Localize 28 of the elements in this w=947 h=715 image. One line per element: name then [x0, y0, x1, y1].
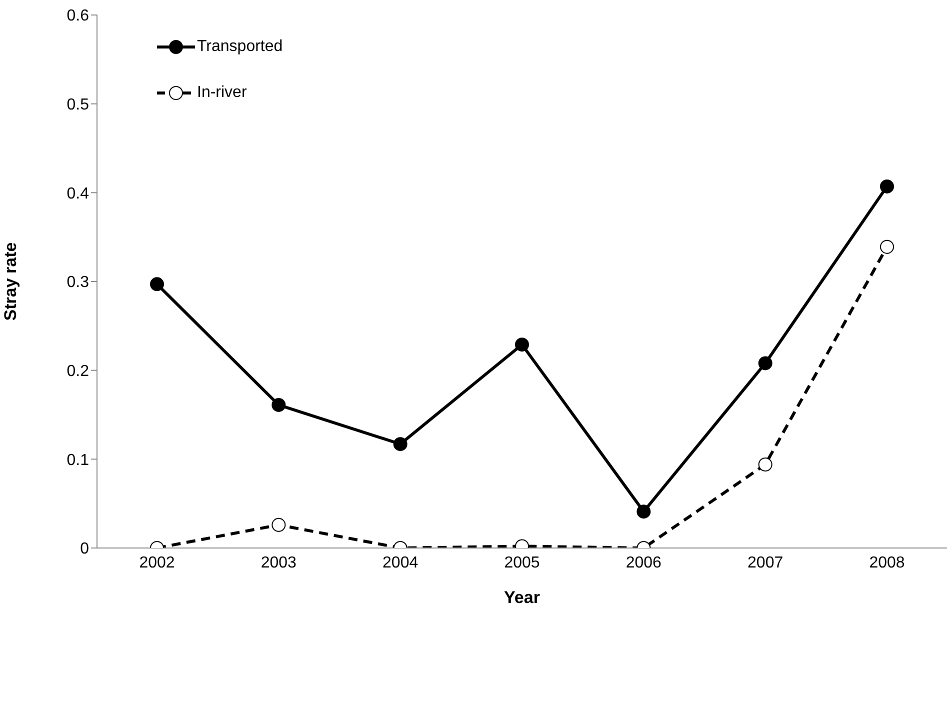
point	[272, 518, 286, 532]
x-tick-label: 2002	[139, 554, 175, 572]
point	[758, 457, 772, 472]
x-tick-label: 2003	[260, 554, 297, 572]
point	[272, 398, 286, 412]
point	[393, 437, 408, 452]
y-tick-label: 0.3	[66, 274, 90, 292]
y-tick-label: 0.5	[66, 96, 90, 114]
point	[758, 356, 772, 370]
legend-label: Transported	[197, 38, 283, 56]
y-tick-label: 0.1	[66, 452, 90, 469]
point	[636, 504, 651, 519]
x-tick-label: 2005	[504, 554, 540, 572]
y-tick-label: 0.2	[66, 363, 90, 380]
y-tick-label: 0.4	[66, 185, 90, 202]
point	[515, 338, 529, 352]
x-axis-title: Year	[504, 588, 540, 607]
point	[880, 179, 894, 194]
legend-label: In-river	[197, 84, 247, 102]
x-tick-label: 2004	[382, 554, 418, 572]
x-tick-label: 2008	[869, 554, 905, 572]
y-axis-title: Stray rate	[1, 242, 20, 321]
x-tick-label: 2006	[626, 554, 662, 572]
x-tick-label: 2007	[748, 554, 784, 572]
point	[880, 240, 894, 254]
point	[150, 277, 164, 292]
y-tick-label: 0	[80, 540, 90, 558]
y-tick-label: 0.6	[66, 8, 90, 25]
